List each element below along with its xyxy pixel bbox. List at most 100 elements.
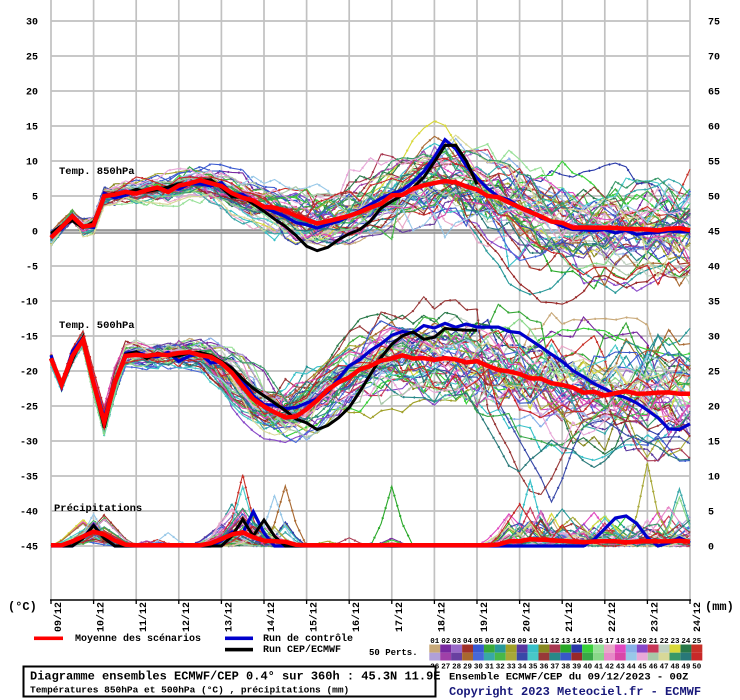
- svg-text:-20: -20: [20, 368, 38, 379]
- svg-text:06: 06: [485, 638, 495, 646]
- svg-text:Run CEP/ECMWF: Run CEP/ECMWF: [263, 644, 341, 656]
- svg-text:-5: -5: [26, 263, 38, 274]
- svg-text:21: 21: [649, 638, 659, 646]
- svg-text:36: 36: [539, 664, 549, 672]
- svg-text:19: 19: [627, 638, 637, 646]
- svg-text:23: 23: [670, 638, 680, 646]
- svg-text:-45: -45: [20, 543, 38, 554]
- svg-text:22/12: 22/12: [607, 602, 619, 632]
- svg-text:05: 05: [474, 638, 484, 646]
- svg-text:45: 45: [638, 664, 648, 672]
- svg-text:34: 34: [518, 664, 528, 672]
- svg-text:-35: -35: [20, 473, 38, 484]
- svg-text:07: 07: [496, 638, 505, 646]
- svg-text:-30: -30: [20, 438, 38, 449]
- svg-text:60: 60: [708, 123, 720, 134]
- svg-text:45: 45: [708, 228, 720, 239]
- svg-text:0: 0: [32, 228, 38, 239]
- svg-text:22: 22: [660, 638, 670, 646]
- svg-text:09/12: 09/12: [53, 602, 65, 632]
- svg-text:Run de contrôle: Run de contrôle: [263, 633, 353, 645]
- svg-text:50: 50: [708, 193, 720, 204]
- svg-text:38: 38: [561, 664, 571, 672]
- svg-text:04: 04: [463, 638, 473, 646]
- svg-text:41: 41: [594, 664, 604, 672]
- svg-text:35: 35: [528, 664, 538, 672]
- svg-text:13/12: 13/12: [223, 602, 235, 632]
- svg-text:42: 42: [605, 664, 615, 672]
- svg-text:Précipitations: Précipitations: [54, 503, 142, 515]
- svg-text:28: 28: [452, 664, 462, 672]
- svg-text:30: 30: [474, 664, 484, 672]
- svg-text:(°C): (°C): [8, 600, 37, 614]
- svg-text:40: 40: [583, 664, 593, 672]
- svg-text:17/12: 17/12: [394, 602, 406, 632]
- svg-text:15: 15: [583, 638, 593, 646]
- svg-text:14/12: 14/12: [266, 602, 278, 632]
- svg-text:24/12: 24/12: [692, 602, 704, 632]
- svg-text:25: 25: [708, 368, 720, 379]
- svg-text:19/12: 19/12: [479, 602, 491, 632]
- svg-text:75: 75: [708, 18, 720, 29]
- svg-text:Copyright 2023 Meteociel.fr -: Copyright 2023 Meteociel.fr - ECMWF: [449, 685, 701, 699]
- svg-text:10/12: 10/12: [96, 602, 108, 632]
- svg-text:20: 20: [708, 403, 720, 414]
- svg-text:Températures 850hPa et 500hPa: Températures 850hPa et 500hPa (°C) , pré…: [30, 685, 349, 696]
- svg-text:30: 30: [26, 18, 38, 29]
- svg-text:50: 50: [692, 664, 702, 672]
- svg-text:23/12: 23/12: [649, 602, 661, 632]
- svg-text:37: 37: [550, 664, 559, 672]
- svg-text:Temp. 850hPa: Temp. 850hPa: [59, 166, 135, 178]
- svg-text:-25: -25: [20, 403, 38, 414]
- svg-text:40: 40: [708, 263, 720, 274]
- svg-text:12: 12: [550, 638, 560, 646]
- svg-text:21/12: 21/12: [564, 602, 576, 632]
- svg-text:-15: -15: [20, 333, 38, 344]
- svg-text:33: 33: [507, 664, 517, 672]
- svg-text:14: 14: [572, 638, 582, 646]
- svg-text:01: 01: [430, 638, 440, 646]
- svg-text:32: 32: [496, 664, 506, 672]
- svg-text:Moyenne des scénarios: Moyenne des scénarios: [75, 633, 201, 645]
- svg-text:11/12: 11/12: [138, 602, 150, 632]
- svg-text:12/12: 12/12: [181, 602, 193, 632]
- svg-text:13: 13: [561, 638, 571, 646]
- svg-text:08: 08: [507, 638, 517, 646]
- svg-text:44: 44: [627, 664, 637, 672]
- svg-text:27: 27: [441, 664, 450, 672]
- svg-text:30: 30: [708, 333, 720, 344]
- svg-text:49: 49: [681, 664, 691, 672]
- svg-text:20: 20: [26, 88, 38, 99]
- svg-text:03: 03: [452, 638, 462, 646]
- svg-text:(mm): (mm): [705, 600, 734, 614]
- svg-text:11: 11: [539, 638, 549, 646]
- svg-text:15: 15: [26, 123, 38, 134]
- svg-text:20: 20: [638, 638, 648, 646]
- svg-text:35: 35: [708, 298, 720, 309]
- svg-text:10: 10: [528, 638, 538, 646]
- svg-text:15/12: 15/12: [309, 602, 321, 632]
- svg-text:18/12: 18/12: [436, 602, 448, 632]
- svg-text:65: 65: [708, 88, 720, 99]
- svg-text:48: 48: [670, 664, 680, 672]
- svg-text:5: 5: [708, 508, 714, 519]
- svg-text:5: 5: [32, 193, 38, 204]
- svg-text:17: 17: [605, 638, 614, 646]
- svg-text:Ensemble ECMWF/CEP du 09/12/20: Ensemble ECMWF/CEP du 09/12/2023 - 00Z: [449, 672, 688, 684]
- svg-text:15: 15: [708, 438, 720, 449]
- svg-text:55: 55: [708, 158, 720, 169]
- svg-text:24: 24: [681, 638, 691, 646]
- svg-text:16: 16: [594, 638, 604, 646]
- svg-text:43: 43: [616, 664, 626, 672]
- svg-text:31: 31: [485, 664, 495, 672]
- svg-text:Temp. 500hPa: Temp. 500hPa: [59, 320, 135, 332]
- svg-text:16/12: 16/12: [351, 602, 363, 632]
- svg-text:47: 47: [660, 664, 669, 672]
- svg-text:20/12: 20/12: [522, 602, 534, 632]
- svg-text:29: 29: [463, 664, 473, 672]
- svg-text:-40: -40: [20, 508, 38, 519]
- svg-text:18: 18: [616, 638, 626, 646]
- svg-text:Diagramme ensembles ECMWF/CEP: Diagramme ensembles ECMWF/CEP 0.4° sur 3…: [30, 670, 440, 684]
- svg-text:-10: -10: [20, 298, 38, 309]
- svg-text:39: 39: [572, 664, 582, 672]
